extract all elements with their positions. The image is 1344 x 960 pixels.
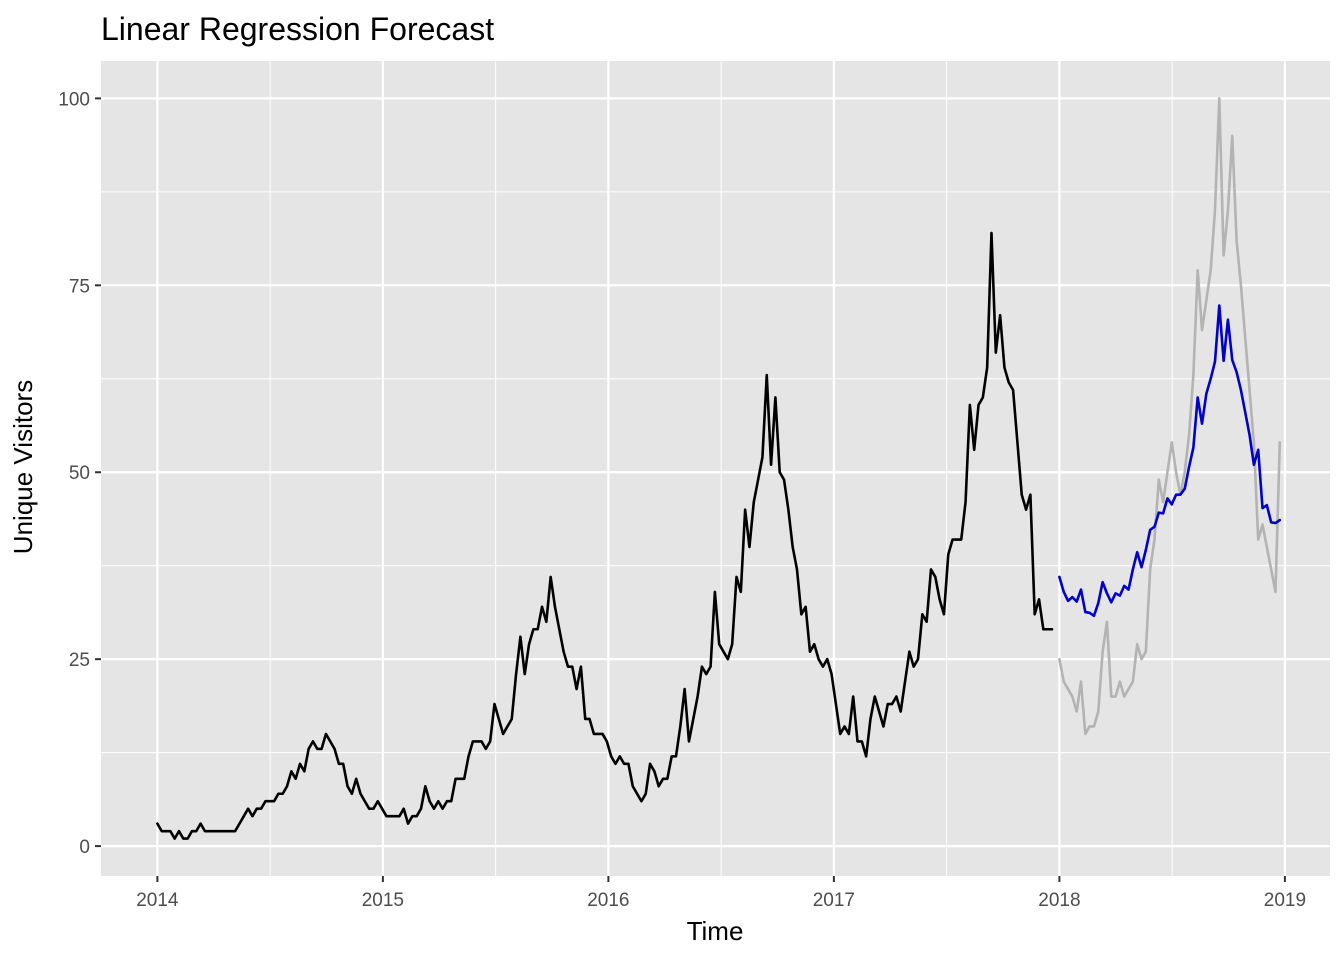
x-tick-label: 2018 <box>1038 890 1080 911</box>
y-tick-label: 0 <box>79 837 90 858</box>
y-axis-title: Unique Visitors <box>8 380 38 554</box>
x-tick-label: 2019 <box>1264 890 1306 911</box>
y-tick-label: 100 <box>58 89 90 110</box>
panel-background <box>101 61 1330 876</box>
y-tick-label: 75 <box>69 276 90 297</box>
chart-title: Linear Regression Forecast <box>101 11 494 47</box>
forecast-series-line <box>1058 304 1282 618</box>
x-tick-label: 2017 <box>813 890 855 911</box>
x-tick-label: 2015 <box>362 890 404 911</box>
actual-series-line <box>1058 97 1282 736</box>
y-tick-label: 25 <box>69 650 90 671</box>
x-tick-label: 2016 <box>587 890 629 911</box>
axis-ticks: 2014 2015 2016 2017 2018 2019 0 25 50 75 100 <box>58 89 1306 911</box>
y-tick-label: 50 <box>69 463 90 484</box>
plot-panel <box>101 61 1330 876</box>
x-tick-label: 2014 <box>136 890 179 911</box>
series-lines <box>156 97 1282 840</box>
observed-series-line <box>156 231 1054 840</box>
x-axis-title: Time <box>687 916 744 946</box>
